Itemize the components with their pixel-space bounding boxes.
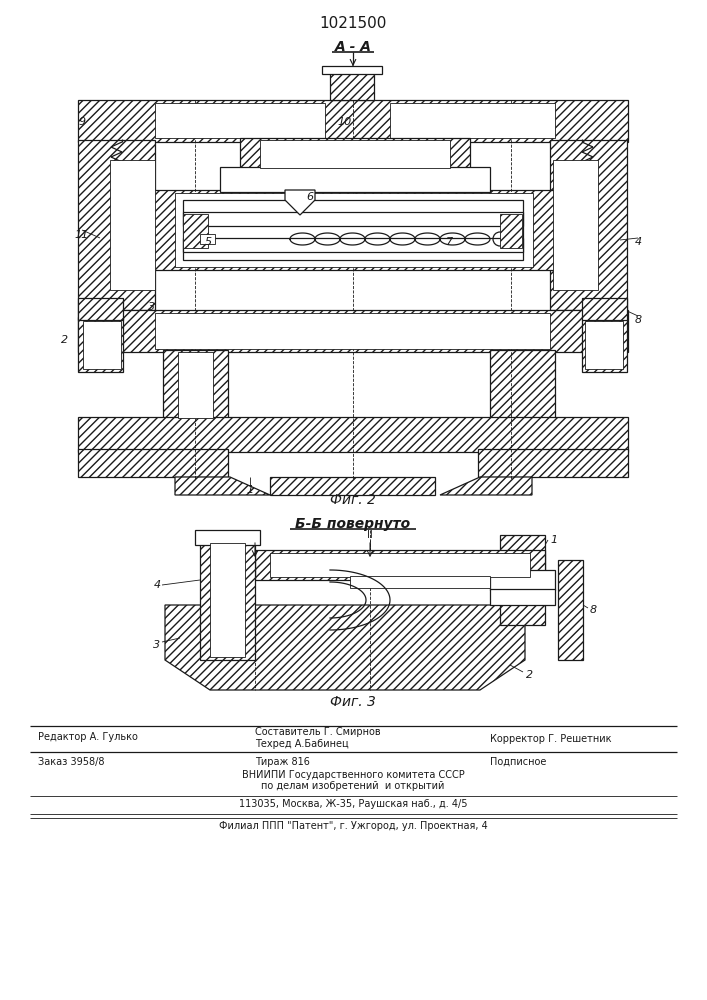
Bar	[175, 193, 533, 267]
Bar	[183, 238, 523, 252]
Text: Фиг. 3: Фиг. 3	[330, 695, 376, 709]
Bar	[255, 550, 545, 580]
Bar	[582, 317, 627, 372]
Text: Фиг. 2: Фиг. 2	[330, 493, 376, 507]
Text: 4: 4	[153, 580, 160, 590]
Bar	[330, 70, 374, 100]
Bar	[178, 352, 213, 418]
Text: А - А: А - А	[334, 40, 371, 54]
Polygon shape	[175, 477, 270, 495]
Bar	[78, 100, 628, 142]
Bar	[582, 298, 627, 320]
Bar	[210, 543, 245, 657]
Text: 1: 1	[550, 535, 557, 545]
Bar	[553, 160, 598, 290]
Bar	[78, 417, 628, 452]
Bar	[490, 570, 555, 590]
Text: 1: 1	[247, 485, 254, 495]
Bar	[78, 310, 628, 352]
Text: 11: 11	[75, 230, 89, 240]
Text: Составитель Г. Смирнов: Составитель Г. Смирнов	[255, 727, 380, 737]
Text: II: II	[367, 530, 373, 540]
Text: Б-Б повернуто: Б-Б повернуто	[296, 517, 411, 531]
Text: Филиал ППП "Патент", г. Ужгород, ул. Проектная, 4: Филиал ППП "Патент", г. Ужгород, ул. Про…	[218, 821, 487, 831]
Polygon shape	[440, 477, 532, 495]
Bar	[78, 449, 228, 477]
Bar	[585, 321, 623, 369]
Bar	[183, 200, 523, 260]
Polygon shape	[285, 190, 315, 215]
Text: 9: 9	[78, 117, 86, 127]
Bar	[78, 140, 155, 310]
Text: Заказ 3958/8: Заказ 3958/8	[38, 757, 105, 767]
Bar	[500, 214, 522, 248]
Bar	[260, 140, 450, 168]
Bar	[163, 350, 228, 420]
Text: 2: 2	[527, 670, 534, 680]
Bar	[240, 138, 470, 170]
Text: 8: 8	[634, 315, 641, 325]
Text: 7: 7	[446, 237, 454, 247]
Text: III: III	[251, 530, 259, 540]
Bar	[490, 350, 555, 420]
Text: по делам изобретений  и открытий: по делам изобретений и открытий	[262, 781, 445, 791]
Text: ВНИИПИ Государственного комитета СССР: ВНИИПИ Государственного комитета СССР	[242, 770, 464, 780]
Bar	[478, 449, 628, 477]
Bar	[350, 576, 490, 588]
Text: Техред А.Бабинец: Техред А.Бабинец	[255, 739, 349, 749]
Text: 4: 4	[634, 237, 641, 247]
Text: Корректор Г. Решетник: Корректор Г. Решетник	[490, 734, 612, 744]
Text: 3: 3	[153, 640, 160, 650]
Polygon shape	[165, 605, 525, 690]
Bar	[390, 103, 555, 138]
Bar	[78, 298, 123, 320]
Bar	[200, 234, 215, 244]
Bar	[83, 321, 121, 369]
Bar	[322, 66, 382, 74]
Bar	[200, 540, 255, 660]
Bar	[500, 535, 545, 625]
Text: 113035, Москва, Ж-35, Раушская наб., д. 4/5: 113035, Москва, Ж-35, Раушская наб., д. …	[239, 799, 467, 809]
Text: Редактор А. Гулько: Редактор А. Гулько	[38, 732, 138, 742]
Bar	[110, 160, 155, 290]
Bar	[270, 477, 435, 495]
Bar	[183, 214, 208, 248]
Bar	[78, 317, 123, 372]
Text: 10: 10	[338, 117, 352, 127]
Bar	[270, 553, 530, 577]
Text: 1021500: 1021500	[320, 16, 387, 31]
Text: 2: 2	[62, 335, 69, 345]
Bar	[558, 560, 583, 660]
Bar	[183, 212, 523, 226]
Bar	[155, 103, 325, 138]
Bar	[490, 589, 555, 605]
Text: 3: 3	[148, 302, 156, 312]
Text: Подписное: Подписное	[490, 757, 547, 767]
Bar	[155, 313, 550, 349]
Bar	[550, 140, 627, 310]
Text: 8: 8	[590, 605, 597, 615]
Text: 5: 5	[204, 237, 211, 247]
Bar	[195, 530, 260, 545]
Bar	[148, 190, 560, 270]
Bar	[220, 167, 490, 192]
Text: Тираж 816: Тираж 816	[255, 757, 310, 767]
Text: 6: 6	[306, 192, 314, 202]
